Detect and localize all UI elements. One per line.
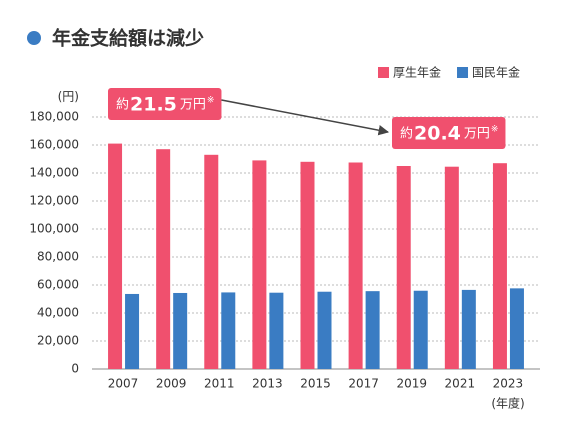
bar (365, 291, 380, 369)
title-dot (27, 31, 41, 45)
bar (396, 166, 411, 369)
annotation-box (392, 117, 506, 149)
annotation-arrow (221, 99, 390, 136)
y-tick-label: 20,000 (37, 334, 79, 348)
x-tick-label: 2009 (156, 377, 187, 391)
x-tick-label: 2023 (493, 377, 524, 391)
bar (317, 291, 332, 369)
y-tick-label: 180,000 (29, 110, 79, 124)
bar (252, 160, 267, 369)
bar (173, 292, 188, 369)
annotation-prefix: 約 (116, 98, 129, 113)
legend-label: 厚生年金 (393, 65, 441, 80)
y-tick-label: 100,000 (29, 222, 79, 236)
legend-swatch (378, 67, 389, 78)
x-tick-label: 2017 (348, 377, 379, 391)
bar (125, 293, 140, 369)
bar (461, 289, 476, 369)
x-tick-label: 2019 (396, 377, 427, 391)
x-unit: (年度) (491, 396, 524, 411)
y-tick-label: 140,000 (29, 166, 79, 180)
annotation-note: ※ (207, 96, 215, 106)
annotation-unit: 万円 (464, 127, 490, 142)
y-tick-label: 160,000 (29, 138, 79, 152)
legend-label: 国民年金 (472, 65, 520, 80)
bar (444, 166, 459, 369)
annotation-number: 20.4 (414, 123, 461, 145)
bar (348, 162, 363, 369)
bar (156, 149, 171, 369)
bar (204, 154, 219, 369)
x-tick-label: 2021 (445, 377, 476, 391)
y-unit: (円) (58, 90, 79, 104)
bar (108, 143, 123, 369)
bar (300, 161, 315, 369)
y-tick-label: 0 (71, 362, 79, 376)
x-tick-label: 2007 (108, 377, 139, 391)
annotation-note: ※ (491, 125, 499, 135)
y-tick-label: 60,000 (37, 278, 79, 292)
bar (413, 290, 428, 369)
annotation: 約 21.5 万円 ※ (108, 88, 222, 120)
bar (492, 163, 507, 369)
y-tick-label: 80,000 (37, 250, 79, 264)
annotation-prefix: 約 (400, 127, 413, 142)
annotation-box (108, 88, 222, 120)
y-tick-label: 120,000 (29, 194, 79, 208)
x-tick-label: 2011 (204, 377, 235, 391)
annotation: 約 20.4 万円 ※ (392, 117, 506, 149)
x-tick-label: 2013 (252, 377, 283, 391)
bar (269, 292, 284, 369)
legend-swatch (457, 67, 469, 78)
x-tick-label: 2015 (300, 377, 331, 391)
bar (509, 288, 524, 369)
annotation-unit: 万円 (180, 98, 206, 113)
chart-title: 年金支給額は減少 (52, 27, 204, 50)
annotation-number: 21.5 (130, 94, 177, 116)
bar (221, 292, 236, 369)
y-tick-label: 40,000 (37, 306, 79, 320)
